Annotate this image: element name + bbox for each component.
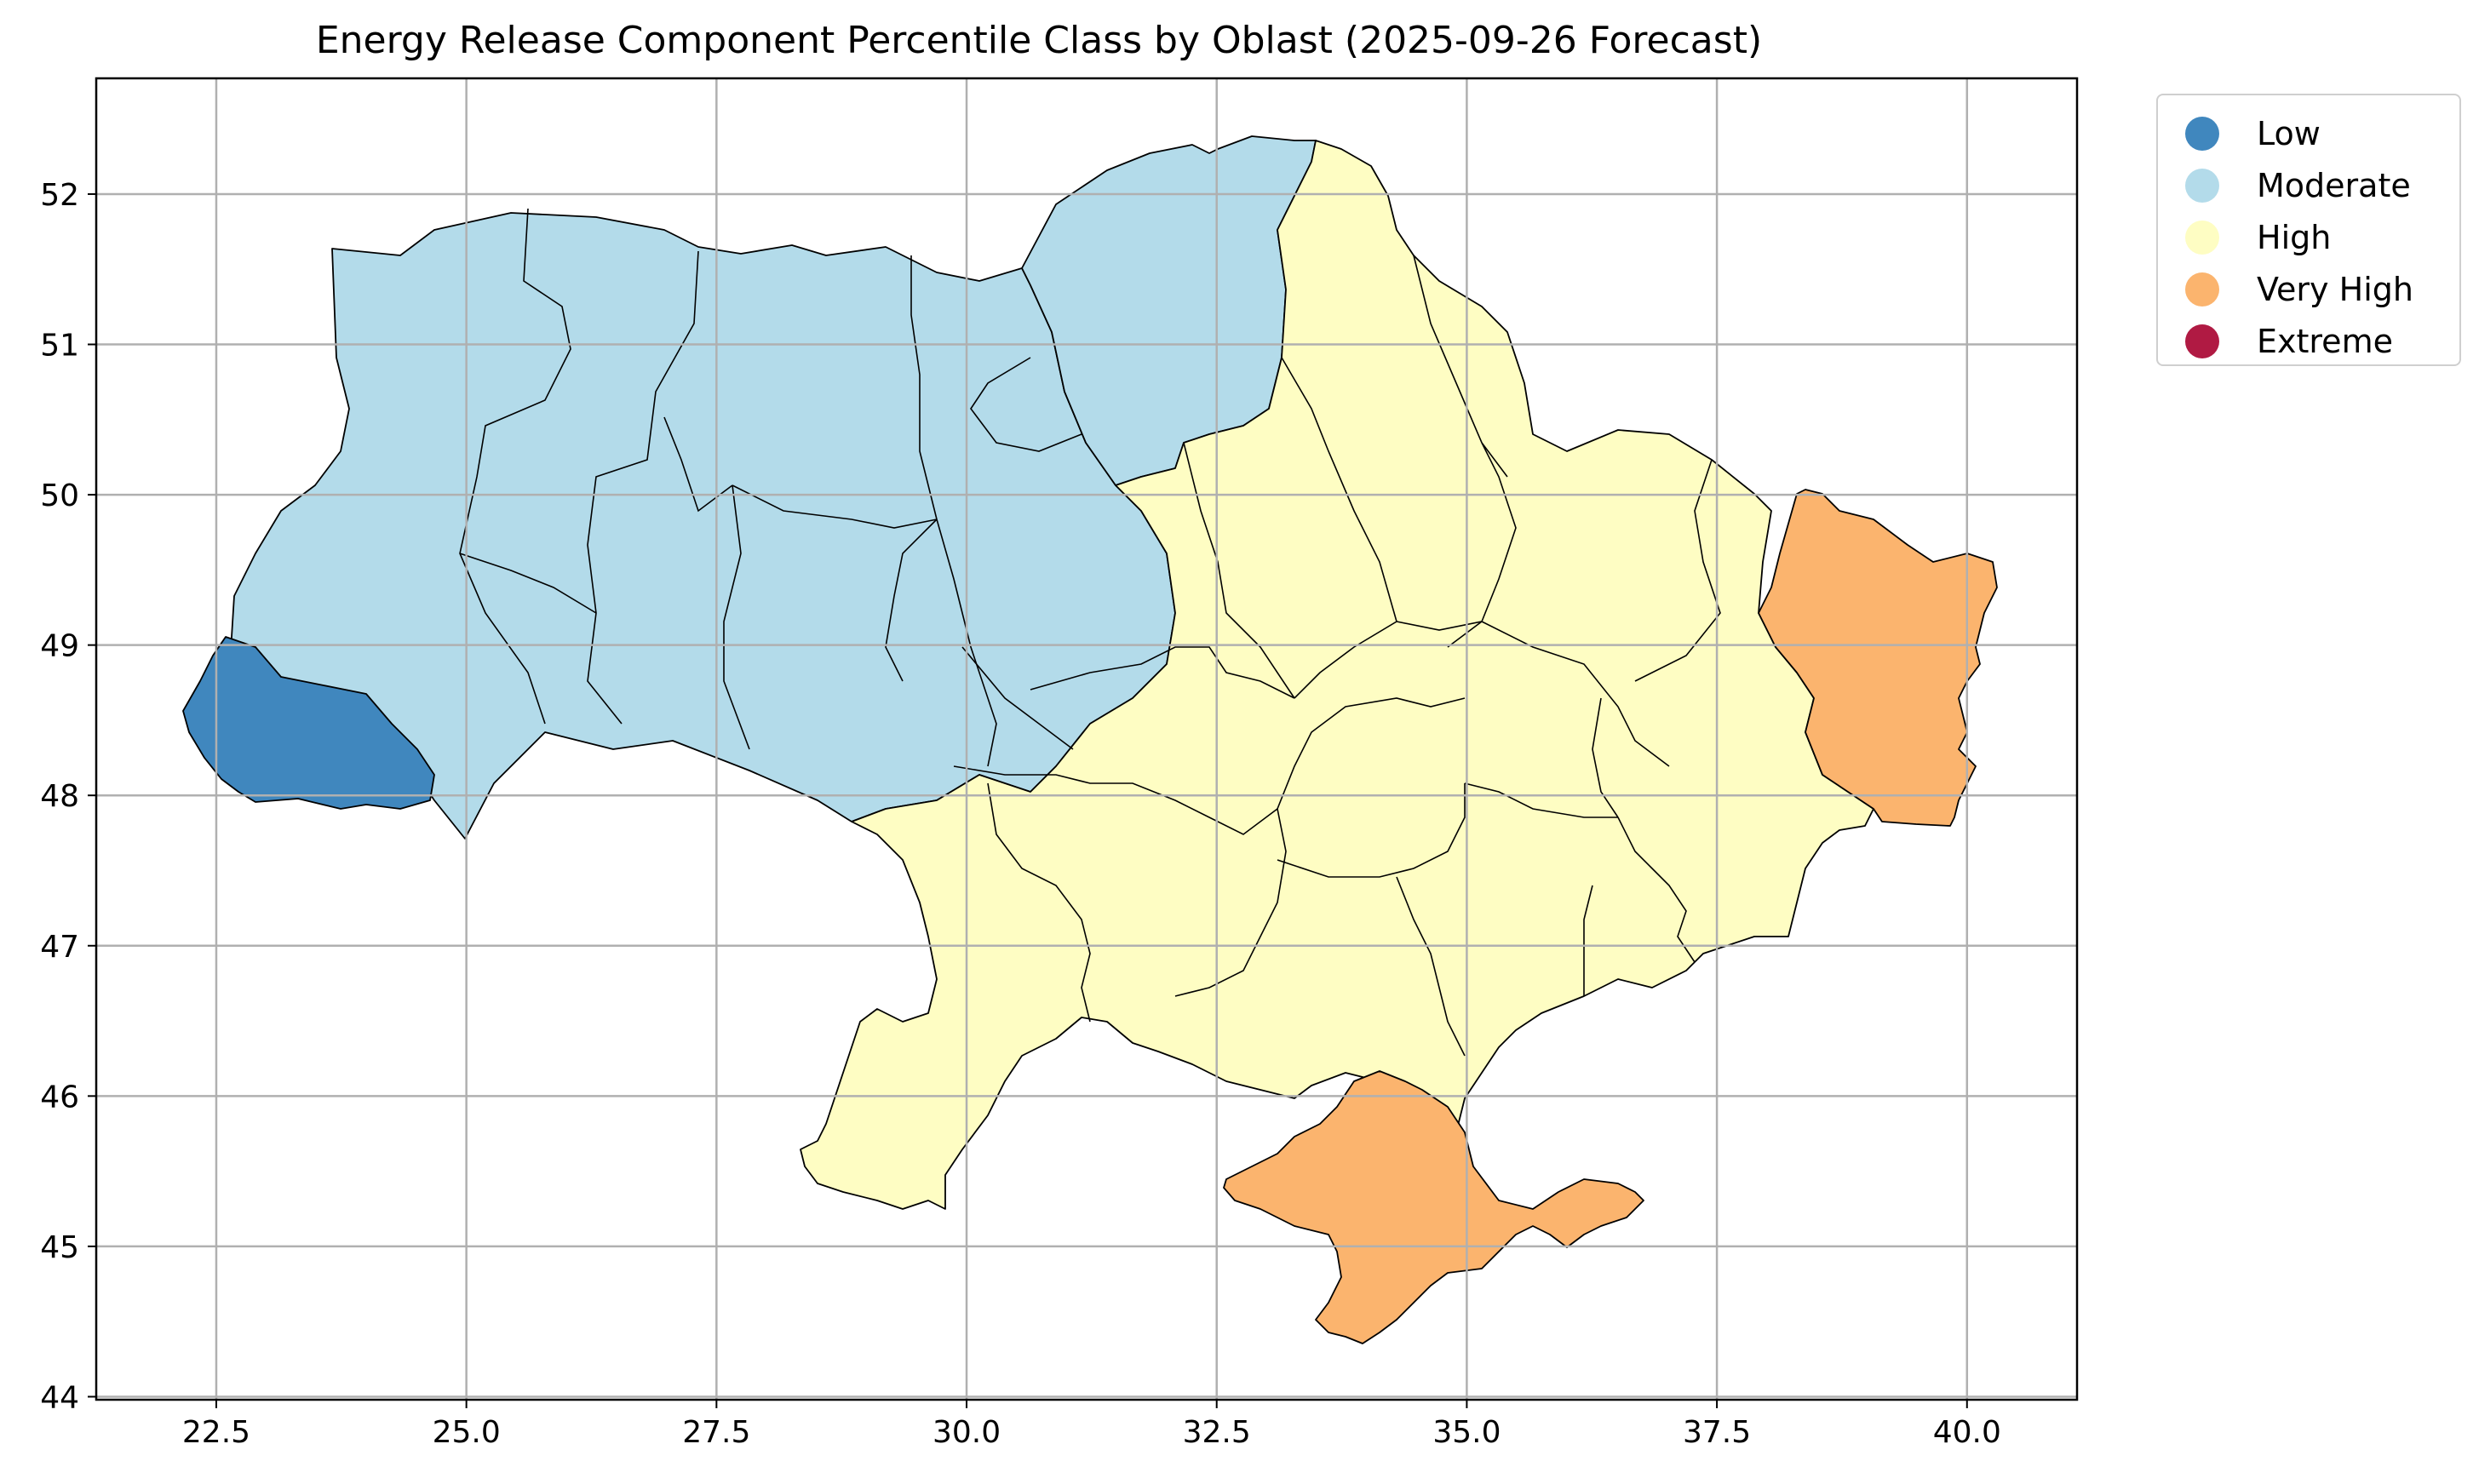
y-tick-label: 45 <box>40 1230 79 1265</box>
y-tick-label: 46 <box>40 1080 79 1114</box>
legend-label: Extreme <box>2257 322 2393 360</box>
legend-label: Very High <box>2257 270 2413 308</box>
border-line <box>1447 442 1517 648</box>
legend-label: High <box>2257 218 2332 256</box>
legend: Low Moderate High Very High Extreme <box>2156 94 2461 366</box>
axes-frame <box>95 77 2079 1401</box>
border-line <box>953 697 1466 835</box>
border-line <box>1617 816 1696 963</box>
border-line <box>885 519 938 682</box>
y-tick-label: 47 <box>40 930 79 965</box>
region-very-high-luhansk <box>1758 489 1998 827</box>
border-line <box>1183 442 1295 699</box>
x-axis: 22.5 25.0 27.5 30.0 32.5 35.0 37.5 40.0 <box>182 1400 2001 1450</box>
border-line <box>987 782 1091 1023</box>
border-line <box>1277 783 1466 878</box>
border-line <box>587 250 699 725</box>
legend-swatch <box>2185 168 2219 203</box>
border-line <box>1634 459 1721 682</box>
legend-swatch <box>2185 272 2219 307</box>
y-axis: 52 51 50 49 48 47 46 45 44 <box>40 178 96 1415</box>
border-line <box>459 553 597 614</box>
border-line <box>459 208 571 725</box>
border-line <box>723 484 750 750</box>
legend-swatch <box>2185 220 2219 255</box>
border-line <box>1174 808 1287 997</box>
legend-label: Moderate <box>2257 166 2411 204</box>
x-tick-label: 22.5 <box>182 1415 250 1450</box>
border-line <box>732 484 938 529</box>
x-tick-label: 32.5 <box>1183 1415 1251 1450</box>
border-line <box>970 357 1082 452</box>
legend-swatch <box>2185 116 2219 151</box>
gridlines <box>96 78 2077 1400</box>
legend-item: Very High <box>2158 263 2459 315</box>
border-line <box>1592 697 1619 818</box>
border-line <box>1464 782 1618 818</box>
border-line <box>961 646 1074 750</box>
border-line <box>663 416 733 513</box>
legend-item: High <box>2158 211 2459 263</box>
legend-item: Extreme <box>2158 315 2459 367</box>
map-title: Energy Release Component Percentile Clas… <box>315 19 1763 62</box>
border-line <box>1396 621 1670 767</box>
x-tick-label: 37.5 <box>1683 1415 1751 1450</box>
x-tick-label: 35.0 <box>1432 1415 1501 1450</box>
border-line <box>1396 876 1466 1057</box>
x-tick-label: 40.0 <box>1933 1415 2001 1450</box>
oblast-borders <box>459 208 1721 1057</box>
y-tick-label: 50 <box>40 478 79 513</box>
x-tick-label: 30.0 <box>932 1415 1001 1450</box>
border-line <box>1281 357 1397 699</box>
y-tick-label: 49 <box>40 629 79 664</box>
x-tick-label: 25.0 <box>433 1415 501 1450</box>
region-low-zakarpattia <box>182 636 435 810</box>
border-line <box>1030 646 1295 699</box>
y-tick-label: 51 <box>40 329 79 364</box>
legend-label: Low <box>2257 114 2321 152</box>
y-tick-label: 44 <box>40 1380 79 1415</box>
y-tick-label: 52 <box>40 178 79 213</box>
legend-item: Low <box>2158 107 2459 159</box>
border-line <box>1583 885 1593 996</box>
y-tick-label: 48 <box>40 779 79 814</box>
legend-item: Moderate <box>2158 159 2459 211</box>
x-tick-label: 27.5 <box>682 1415 750 1450</box>
border-line <box>1413 255 1508 478</box>
legend-swatch <box>2185 324 2219 358</box>
